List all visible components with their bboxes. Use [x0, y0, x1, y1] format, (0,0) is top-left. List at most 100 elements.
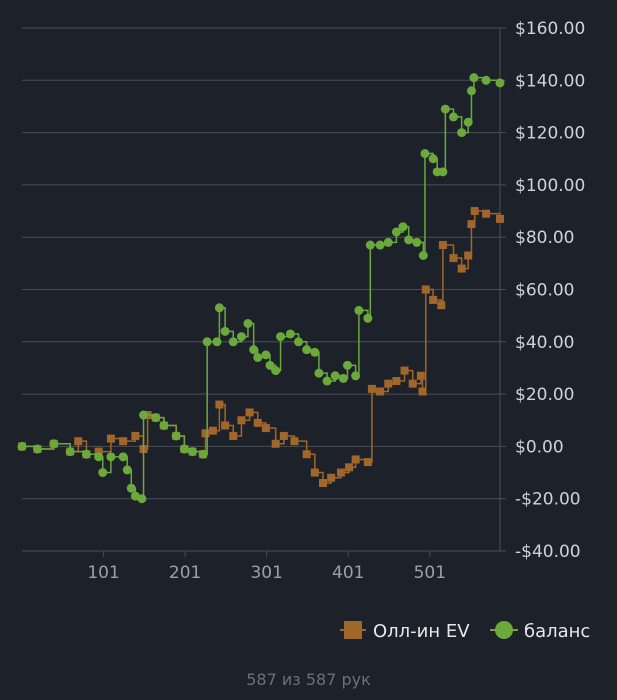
data-point	[159, 420, 169, 430]
data-point	[404, 235, 414, 245]
data-point	[418, 251, 428, 261]
data-point	[314, 368, 324, 378]
data-point	[261, 424, 270, 433]
data-point	[65, 447, 75, 457]
y-tick-label: $80.00	[515, 228, 574, 248]
data-point	[49, 439, 59, 449]
data-point	[229, 431, 238, 440]
series-allin-ev	[18, 207, 504, 488]
data-point	[338, 373, 348, 383]
y-tick-label: $160.00	[515, 19, 585, 39]
data-point	[438, 167, 448, 177]
y-tick-label: -$40.00	[515, 542, 581, 562]
data-point	[131, 431, 140, 440]
data-point	[336, 468, 345, 477]
data-point	[438, 241, 447, 250]
data-point	[137, 494, 147, 504]
x-tick-label: 101	[87, 563, 119, 583]
data-point	[437, 301, 446, 310]
data-point	[237, 416, 246, 425]
data-point	[119, 437, 128, 446]
x-tick-label: 301	[250, 563, 282, 583]
data-point	[122, 465, 132, 475]
x-tick-label: 501	[414, 563, 446, 583]
y-tick-label: $120.00	[515, 124, 585, 144]
data-point	[392, 377, 401, 386]
data-point	[457, 128, 467, 138]
data-point	[221, 421, 230, 430]
data-point	[236, 332, 246, 342]
data-point	[342, 360, 352, 370]
data-point	[118, 452, 128, 462]
x-tick-label: 401	[332, 563, 364, 583]
data-point	[261, 350, 271, 360]
data-point	[464, 251, 473, 260]
data-point	[467, 220, 476, 229]
data-point	[391, 227, 401, 237]
data-point	[429, 295, 438, 304]
data-point	[418, 387, 427, 396]
data-point	[384, 379, 393, 388]
data-point	[271, 366, 281, 376]
data-point	[265, 360, 275, 370]
data-point	[416, 371, 425, 380]
data-point	[322, 376, 332, 386]
data-point	[327, 473, 336, 482]
data-point	[294, 337, 304, 347]
data-point	[126, 483, 136, 493]
data-point	[106, 434, 115, 443]
data-point	[470, 207, 479, 216]
data-point	[466, 86, 476, 96]
data-point	[408, 379, 417, 388]
data-point	[482, 209, 491, 218]
data-point	[74, 437, 83, 446]
data-point	[330, 371, 340, 381]
data-point	[208, 426, 217, 435]
data-point	[420, 149, 430, 159]
data-point	[243, 318, 253, 328]
data-point	[212, 337, 222, 347]
x-tick-label: 201	[169, 563, 201, 583]
data-point	[106, 452, 116, 462]
y-tick-label: $40.00	[515, 333, 574, 353]
data-point	[412, 237, 422, 247]
data-point	[363, 458, 372, 467]
series-balance	[17, 73, 505, 504]
y-tick-label: -$20.00	[515, 490, 581, 510]
data-point	[481, 75, 491, 85]
data-point	[318, 479, 327, 488]
data-point	[398, 222, 408, 232]
data-point	[449, 254, 458, 263]
data-point	[363, 313, 373, 323]
data-point	[290, 437, 299, 446]
y-tick-label: $140.00	[515, 71, 585, 91]
data-point	[421, 285, 430, 294]
data-point	[400, 366, 409, 375]
data-point	[94, 452, 104, 462]
y-tick-label: $100.00	[515, 176, 585, 196]
data-point	[253, 418, 262, 427]
data-point	[310, 347, 320, 357]
data-point	[457, 264, 466, 273]
legend-label: баланс	[524, 621, 590, 642]
series-line	[22, 210, 501, 484]
data-point	[345, 463, 354, 472]
data-point	[202, 337, 212, 347]
y-tick-label: $0.00	[515, 437, 564, 457]
data-point	[139, 410, 149, 420]
legend-label: Олл-ин EV	[373, 621, 470, 642]
legend-swatch-square	[344, 621, 362, 639]
data-point	[215, 400, 224, 409]
data-point	[151, 413, 161, 423]
data-point	[463, 117, 473, 127]
hand-count-footer: 587 из 587 рук	[246, 670, 371, 689]
data-point	[351, 455, 360, 464]
data-point	[228, 337, 238, 347]
data-point	[365, 240, 375, 250]
data-point	[214, 303, 224, 313]
data-point	[375, 240, 385, 250]
data-point	[198, 449, 208, 459]
legend-swatch-circle	[495, 621, 513, 639]
